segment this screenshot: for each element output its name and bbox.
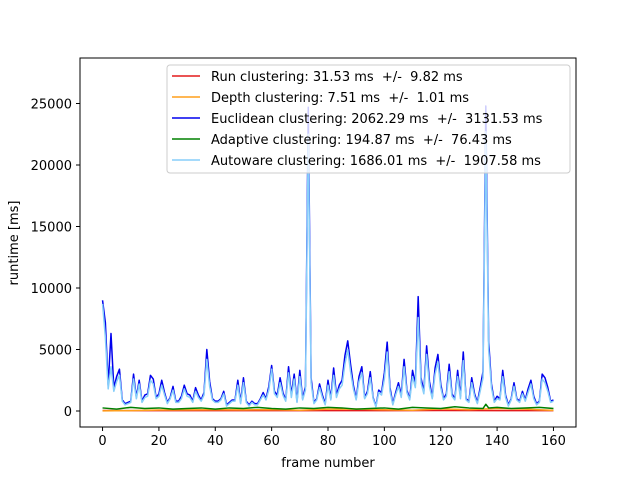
x-tick-label: 20	[151, 434, 168, 449]
x-axis: 0 20 40 60 80 100 120 140 160	[98, 427, 566, 449]
legend-box	[166, 64, 571, 174]
x-tick-label: 60	[263, 434, 280, 449]
y-axis: 0 5000 10000 15000 20000 25000	[31, 98, 80, 420]
y-tick-label: 0	[64, 405, 72, 420]
legend-label-0: Run clustering: 31.53 ms +/- 9.82 ms	[211, 70, 463, 85]
series-line-1	[102, 407, 554, 412]
y-tick-label: 10000	[31, 282, 72, 297]
y-tick-label: 25000	[31, 98, 72, 113]
series-line-3	[102, 403, 554, 410]
x-axis-label: frame number	[281, 456, 375, 471]
legend-label-1: Depth clustering: 7.51 ms +/- 1.01 ms	[211, 91, 469, 106]
legend-label-3: Adaptive clustering: 194.87 ms +/- 76.43…	[211, 133, 512, 148]
x-tick-label: 100	[372, 434, 397, 449]
x-tick-label: 160	[541, 434, 566, 449]
y-axis-label: runtime [ms]	[7, 201, 22, 286]
x-tick-label: 80	[320, 434, 337, 449]
y-tick-label: 5000	[39, 344, 72, 359]
y-tick-label: 15000	[31, 221, 72, 236]
x-tick-label: 140	[485, 434, 510, 449]
plot-lines	[101, 105, 554, 412]
x-tick-label: 120	[428, 434, 453, 449]
x-tick-label: 40	[207, 434, 224, 449]
legend-label-2: Euclidean clustering: 2062.29 ms +/- 313…	[211, 112, 543, 127]
y-tick-label: 20000	[31, 159, 72, 174]
legend-label-4: Autoware clustering: 1686.01 ms +/- 1907…	[211, 154, 541, 169]
x-tick-label: 0	[98, 434, 106, 449]
legend: Run clustering: 31.53 ms +/- 9.82 ms Dept…	[166, 64, 571, 174]
series-line-4	[101, 131, 554, 408]
